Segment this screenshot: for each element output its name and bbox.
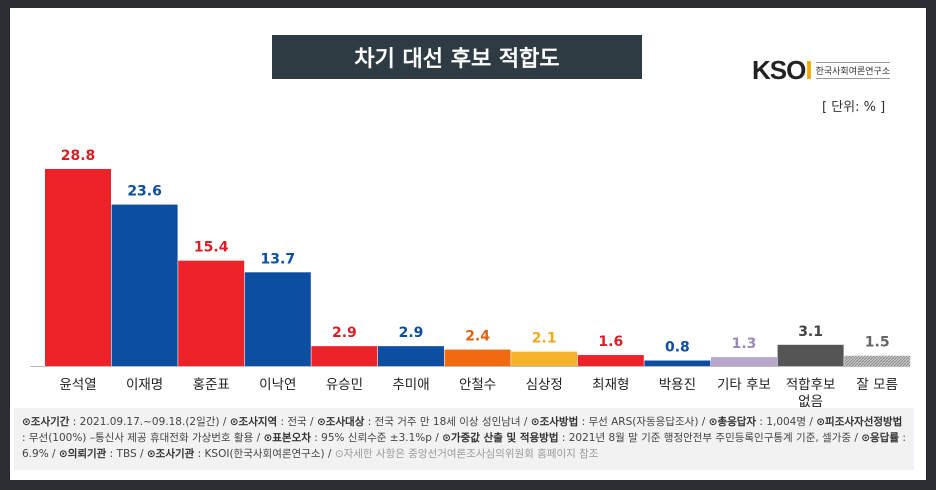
chart-title: 차기 대선 후보 적합도 (272, 35, 642, 79)
bar-3 (244, 272, 311, 366)
category-label: 유승민 (326, 377, 363, 393)
footnote-value: : KSOI(한국사회여론연구소) / (194, 448, 335, 460)
category-label: 홍준표 (193, 377, 230, 393)
bar-chart: 28.8 윤석열 23.6 이재명 15.4 홍준표 13.7 이낙연 2.9 유승민 2.9 추미애… (30, 148, 911, 410)
footnote-key: ⊙조사기간 (22, 416, 70, 428)
category-label: 기타 후보 (717, 377, 771, 393)
footnote-value: : 전국 / (277, 416, 317, 428)
category-label: 없음 (798, 394, 823, 410)
footnote-value: : 95% 신뢰수준 ±3.1%p / (310, 432, 443, 444)
footnote-key: ⊙응답률 (861, 432, 900, 444)
category-label: 이낙연 (259, 377, 296, 393)
data-label: 1.6 (598, 334, 623, 350)
footnote-key: ⊙총응답자 (708, 416, 757, 428)
footnote-key: ⊙조사대상 (316, 416, 365, 428)
footnote-value: : 1,004명 / (756, 416, 817, 428)
category-label: 추미애 (392, 377, 429, 393)
footnote-key: ⊙조사지역 (229, 416, 278, 428)
footnote-value: : 2021.09.17.~09.18.(2일간) / (69, 416, 230, 428)
category-label: 안철수 (459, 377, 496, 393)
data-label: 2.1 (532, 331, 557, 347)
data-label: 23.6 (127, 184, 162, 200)
bar-8 (577, 355, 644, 366)
category-label: 심상정 (526, 377, 563, 393)
footnote-value: : 6.9% / (22, 432, 906, 460)
bar-9 (644, 360, 711, 366)
data-label: 15.4 (194, 240, 229, 256)
footnote-value: : 무선(100%) –통신사 제공 휴대전화 가상번호 활용 / (22, 432, 264, 444)
data-label: 0.8 (665, 340, 690, 356)
category-label: 이재명 (126, 377, 163, 393)
bar-6 (444, 349, 511, 366)
bar-4 (311, 346, 378, 366)
category-label: 윤석열 (59, 377, 96, 393)
bar-7 (511, 351, 578, 366)
category-label: 적합후보 (786, 377, 836, 393)
bar-5 (378, 346, 444, 366)
footnote-key: ⊙조사방법 (530, 416, 579, 428)
logo-mark: KSOI (752, 55, 813, 85)
data-label: 2.9 (399, 325, 424, 341)
footnote-key: ⊙피조사자선정방법 (816, 416, 903, 428)
data-label: 28.8 (61, 148, 96, 164)
category-label: 잘 모름 (856, 377, 898, 393)
data-label: 1.5 (865, 335, 890, 351)
footnote-value: ⊙자세한 사항은 중앙선거여론조사심의위원회 홈페이지 참조 (334, 448, 599, 460)
data-label: 2.9 (332, 325, 357, 341)
footnote-key: ⊙표본오차 (263, 432, 311, 444)
data-label: 13.7 (261, 251, 296, 267)
bar-2 (178, 260, 245, 366)
bar-11 (777, 344, 844, 366)
footnote-value: : 무선 ARS(자동응답조사) / (578, 416, 709, 428)
unit-label: [ 단위: % ] (822, 100, 886, 115)
footnote-value: : TBS / (106, 448, 147, 460)
bar-0 (45, 169, 111, 366)
category-label: 최재형 (592, 377, 629, 393)
bar-10 (711, 357, 777, 366)
footnote-value: : 2021년 8월 말 기준 행정안전부 주민등록인구통계 기준, 셀가중 / (558, 432, 862, 444)
category-label: 박용진 (659, 377, 696, 393)
footnote-key: ⊙가중값 산출 및 적용방법 (442, 432, 559, 444)
data-label: 3.1 (798, 324, 823, 340)
survey-footnote: ⊙조사기간 : 2021.09.17.~09.18.(2일간) / ⊙조사지역 … (14, 408, 914, 470)
logo-name: 한국사회여론연구소 (815, 62, 891, 79)
bar-1 (111, 204, 178, 366)
bar-12 (844, 355, 911, 366)
footnote-key: ⊙조사기관 (146, 448, 195, 460)
footnote-key: ⊙의뢰기관 (58, 448, 107, 460)
footnote-value: : 전국 거주 만 18세 이상 성인남녀 / (364, 416, 531, 428)
data-label: 2.4 (465, 329, 490, 345)
ksoi-logo: KSOI 한국사회여론연구소 (752, 55, 891, 86)
data-label: 1.3 (732, 336, 757, 352)
